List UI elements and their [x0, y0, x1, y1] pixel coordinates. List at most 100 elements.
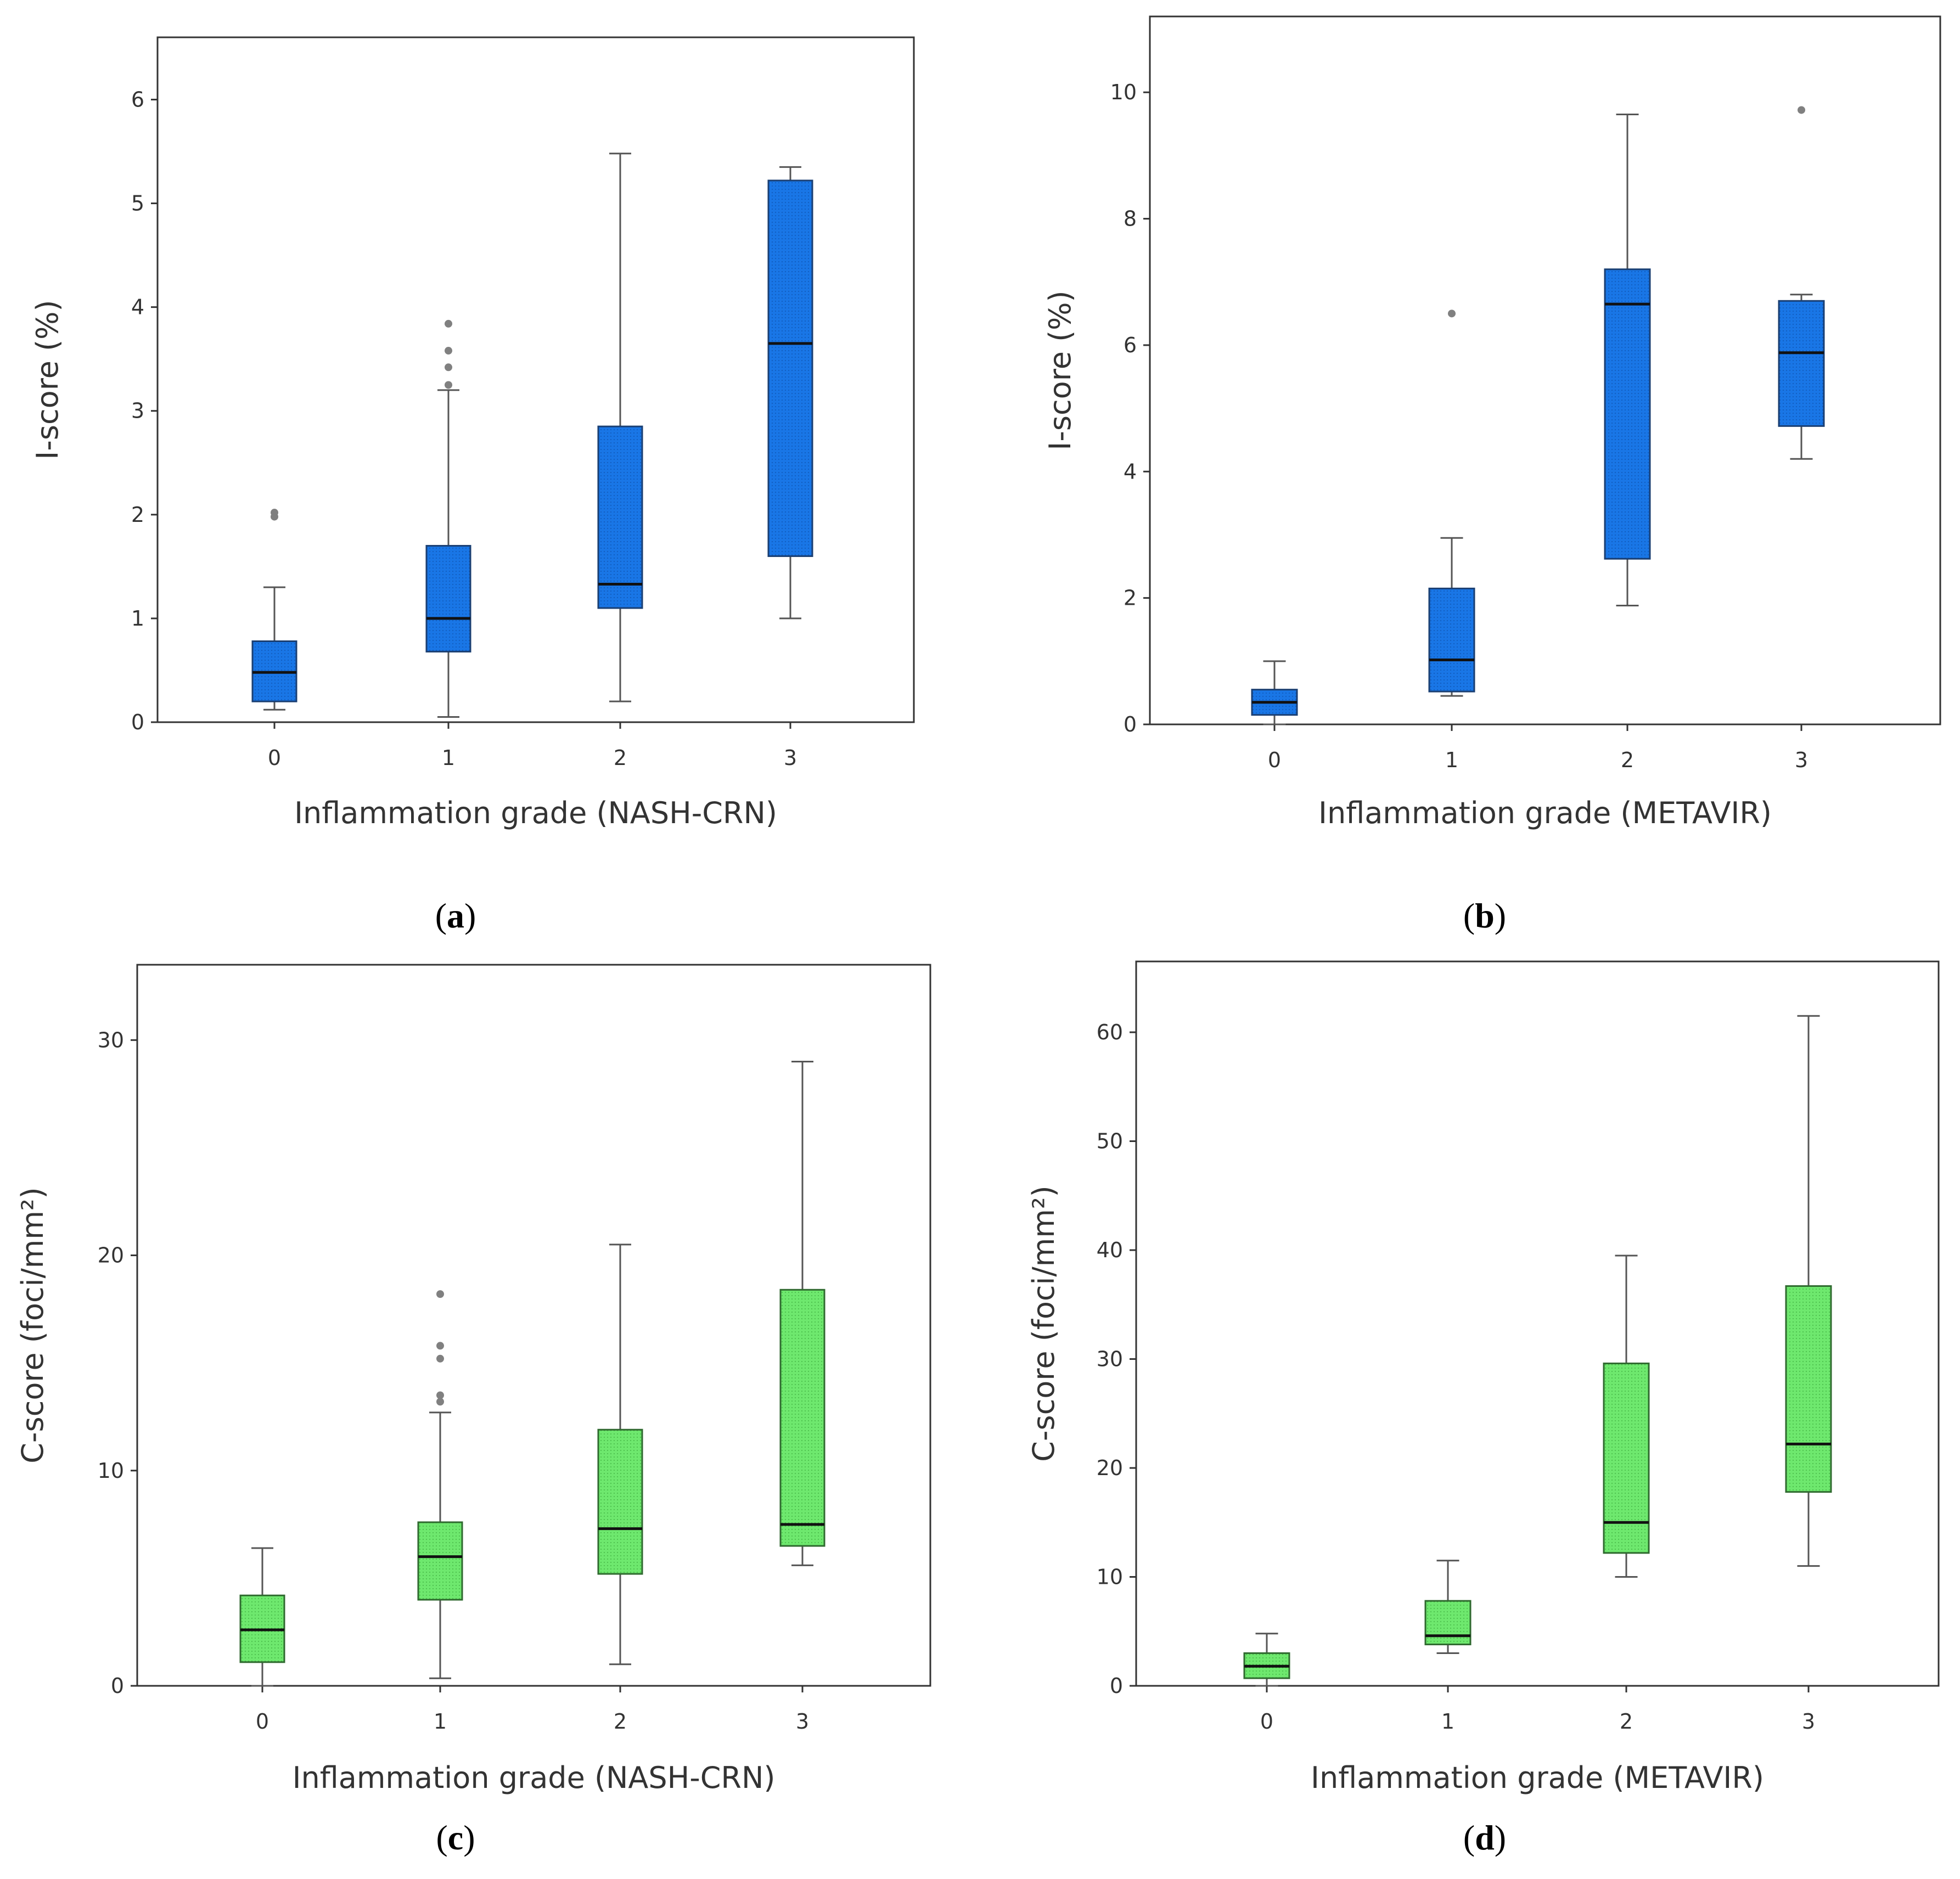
chart-panel-c: 0 10 20 30 0 1 2 3 Inflammation grade (NASH-CRN)… — [15, 964, 931, 1857]
box-3 — [1785, 1015, 1832, 1567]
y-axis-title: I-score (%) — [30, 300, 65, 459]
plot-frame — [156, 36, 915, 723]
x-tick-label: 2 — [1621, 748, 1634, 772]
plot-frame — [136, 964, 931, 1687]
outlier-point — [445, 319, 452, 328]
y-tick-label: 60 — [1097, 1020, 1123, 1044]
x-tick-label: 0 — [268, 746, 281, 770]
panel-label: (b) — [1463, 896, 1506, 935]
box-2 — [1604, 114, 1651, 606]
box-2 — [597, 1244, 643, 1666]
y-axis-title: I-score (%) — [1043, 290, 1077, 450]
x-axis-title: Inflammation grade (METAVIR) — [1318, 796, 1772, 830]
box-2 — [1603, 1254, 1650, 1578]
y-tick-label: 0 — [131, 710, 144, 734]
outlier-point — [445, 347, 452, 355]
iqr-box — [1603, 1362, 1650, 1554]
x-tick-label: 1 — [442, 746, 455, 770]
x-axis-title: Inflammation grade (NASH-CRN) — [294, 796, 777, 830]
x-tick-label: 2 — [1620, 1709, 1633, 1734]
iqr-box — [417, 1521, 463, 1601]
x-tick-label: 0 — [1260, 1709, 1273, 1734]
iqr-box — [597, 425, 643, 609]
iqr-box — [767, 179, 813, 557]
outlier-point — [436, 1290, 444, 1298]
iqr-box — [1424, 1600, 1472, 1646]
box-0 — [251, 509, 297, 711]
box-1 — [1424, 1560, 1472, 1654]
x-tick-label: 2 — [614, 746, 627, 770]
x-tick-label: 2 — [614, 1709, 627, 1734]
box-0 — [239, 1547, 285, 1687]
box-0 — [1251, 660, 1298, 725]
y-tick-label: 10 — [1110, 80, 1137, 104]
y-axis-title: C-score (foci/mm²) — [1026, 1185, 1061, 1461]
y-tick-label: 4 — [131, 295, 144, 319]
panel-label: (a) — [435, 896, 476, 935]
panel-label: (d) — [1463, 1818, 1506, 1857]
iqr-box — [1778, 300, 1825, 427]
y-tick-label: 2 — [1124, 586, 1137, 610]
y-tick-label: 10 — [1097, 1565, 1123, 1589]
x-tick-label: 3 — [784, 746, 797, 770]
y-tick-label: 0 — [1124, 712, 1137, 736]
box-3 — [1778, 106, 1825, 460]
y-axis-title: C-score (foci/mm²) — [15, 1187, 50, 1463]
iqr-box — [1785, 1285, 1832, 1493]
outlier-point — [1798, 106, 1805, 114]
outlier-point — [436, 1342, 444, 1350]
outlier-point — [436, 1391, 444, 1399]
iqr-box — [597, 1428, 643, 1575]
box-0 — [1243, 1633, 1290, 1687]
plot-frame — [1135, 960, 1940, 1687]
y-tick-label: 6 — [1124, 333, 1137, 357]
box-2 — [597, 153, 643, 702]
iqr-box — [1428, 587, 1475, 693]
y-tick-label: 2 — [131, 503, 144, 527]
chart-panel-d: 0 10 20 30 40 50 60 0 1 2 3 Inflammation grade (MET… — [1026, 960, 1940, 1857]
y-tick-label: 10 — [98, 1459, 124, 1483]
x-axis-title: Inflammation grade (METAVIR) — [1311, 1760, 1764, 1795]
y-tick-label: 4 — [1124, 459, 1137, 483]
x-tick-label: 3 — [1802, 1709, 1815, 1734]
x-tick-label: 3 — [1795, 748, 1808, 772]
box-3 — [767, 166, 813, 620]
y-tick-label: 20 — [1097, 1456, 1123, 1480]
x-tick-label: 1 — [434, 1709, 447, 1734]
x-tick-label: 3 — [796, 1709, 809, 1734]
y-tick-label: 6 — [131, 87, 144, 111]
x-tick-label: 1 — [1441, 1709, 1454, 1734]
y-tick-label: 0 — [111, 1674, 124, 1698]
outlier-point — [436, 1398, 444, 1406]
box-3 — [779, 1061, 825, 1566]
y-tick-label: 40 — [1097, 1238, 1123, 1262]
box-1 — [1428, 310, 1475, 697]
y-tick-label: 50 — [1097, 1129, 1123, 1154]
y-tick-label: 20 — [98, 1244, 124, 1268]
iqr-box — [425, 545, 471, 652]
y-tick-label: 0 — [1110, 1674, 1123, 1698]
box-1 — [425, 319, 471, 718]
outlier-point — [1448, 310, 1456, 318]
y-tick-label: 5 — [131, 192, 144, 216]
y-tick-label: 8 — [1124, 207, 1137, 231]
y-tick-label: 30 — [1097, 1347, 1123, 1371]
outlier-point — [436, 1354, 444, 1363]
panel-label: (c) — [436, 1818, 475, 1857]
chart-panel-b: 0 2 4 6 8 10 0 1 2 3 Inflammation grade (METAVIR) I… — [1043, 15, 1941, 935]
outlier-point — [271, 509, 278, 517]
x-tick-label: 0 — [1268, 748, 1281, 772]
chart-panel-a: 0 1 2 3 4 5 6 0 1 2 3 Inflammation grade (NASH-CRN)… — [30, 36, 915, 935]
x-axis-title: Inflammation grade (NASH-CRN) — [293, 1760, 776, 1795]
y-tick-label: 1 — [131, 606, 144, 631]
y-tick-label: 3 — [131, 399, 144, 423]
x-tick-label: 1 — [1445, 748, 1458, 772]
x-tick-label: 0 — [256, 1709, 269, 1734]
iqr-box — [779, 1289, 825, 1547]
plot-frame — [1149, 15, 1941, 725]
y-tick-label: 30 — [98, 1028, 124, 1052]
box-1 — [417, 1290, 463, 1679]
outlier-point — [445, 363, 452, 372]
iqr-box — [1604, 268, 1651, 560]
